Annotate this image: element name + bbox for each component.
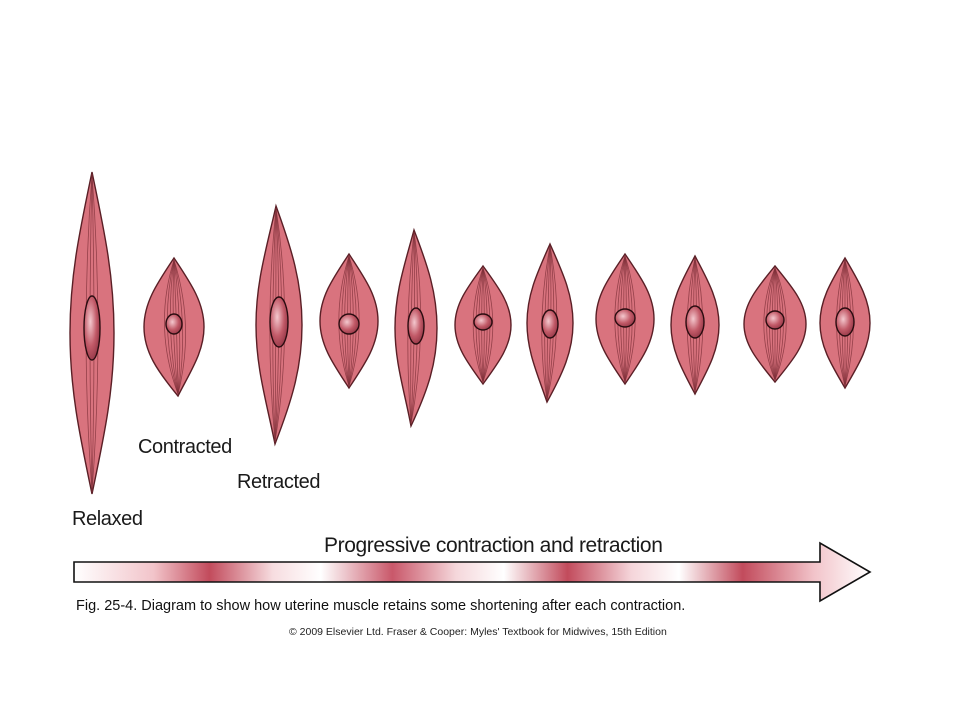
muscle-cell-retracted-1 bbox=[255, 203, 303, 447]
muscle-cell-contracted-2 bbox=[319, 252, 379, 390]
muscle-cell-retracted-5 bbox=[819, 256, 871, 390]
cell-nucleus bbox=[473, 313, 493, 331]
muscle-cell-contracted-5 bbox=[743, 264, 807, 384]
relaxed-label: Relaxed bbox=[72, 508, 143, 530]
cell-nucleus bbox=[269, 296, 289, 348]
progress-label: Progressive contraction and retraction bbox=[324, 534, 663, 557]
cell-nucleus bbox=[835, 307, 855, 337]
cell-nucleus bbox=[407, 307, 425, 345]
muscle-cell-relaxed bbox=[69, 171, 115, 495]
progress-arrow bbox=[73, 541, 872, 603]
copyright-notice: © 2009 Elsevier Ltd. Fraser & Cooper: My… bbox=[289, 626, 667, 638]
muscle-cell-retracted-2 bbox=[394, 227, 438, 429]
cell-nucleus bbox=[338, 313, 360, 335]
cell-nucleus bbox=[541, 309, 559, 339]
fibre-line bbox=[774, 267, 787, 381]
muscle-cell-retracted-4 bbox=[670, 254, 720, 396]
fibre-line bbox=[164, 259, 179, 395]
figure-caption: Fig. 25-4. Diagram to show how uterine m… bbox=[76, 598, 686, 614]
fibre-line bbox=[173, 259, 184, 395]
muscle-cell-contracted-4 bbox=[595, 252, 655, 386]
fibre-line bbox=[763, 267, 776, 381]
retracted-label: Retracted bbox=[237, 471, 321, 493]
cell-nucleus bbox=[83, 295, 101, 361]
cell-nucleus bbox=[165, 313, 183, 335]
arrow-shape bbox=[73, 541, 872, 603]
cell-nucleus bbox=[614, 308, 636, 328]
cell-nucleus bbox=[685, 305, 705, 339]
contracted-label: Contracted bbox=[138, 436, 232, 458]
muscle-cell-retracted-3 bbox=[526, 242, 574, 404]
muscle-cells-group bbox=[69, 171, 871, 495]
muscle-cell-contracted-1 bbox=[143, 256, 205, 398]
fibre-line bbox=[472, 267, 484, 383]
cell-nucleus bbox=[765, 310, 785, 330]
muscle-cell-contracted-3 bbox=[454, 264, 512, 386]
fibre-line bbox=[482, 267, 494, 383]
fibre-line bbox=[173, 259, 186, 395]
